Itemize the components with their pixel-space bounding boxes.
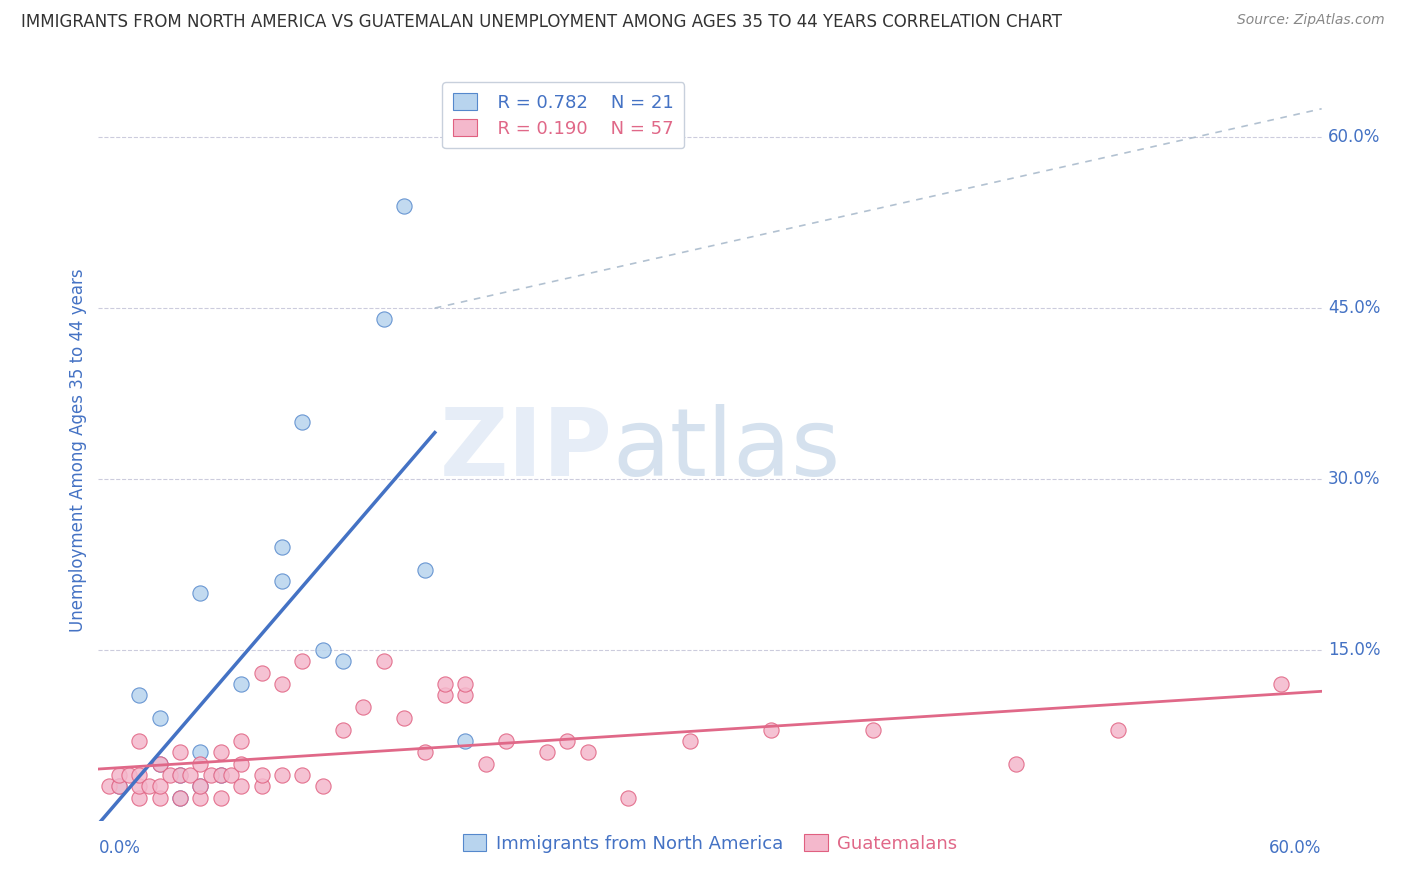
Point [291, 768, 314, 782]
Point [159, 768, 181, 782]
Point [97, 780, 120, 794]
Point [413, 745, 436, 759]
Point [149, 711, 172, 725]
Point [108, 780, 131, 794]
Text: 30.0%: 30.0% [1327, 470, 1381, 488]
Point [209, 790, 232, 805]
Point [1270, 677, 1292, 691]
Y-axis label: Unemployment Among Ages 35 to 44 years: Unemployment Among Ages 35 to 44 years [69, 268, 87, 632]
Point [128, 780, 150, 794]
Point [219, 768, 242, 782]
Text: 15.0%: 15.0% [1327, 640, 1381, 659]
Point [169, 768, 191, 782]
Text: Source: ZipAtlas.com: Source: ZipAtlas.com [1237, 13, 1385, 28]
Text: 60.0%: 60.0% [1327, 128, 1381, 146]
Point [617, 790, 640, 805]
Point [149, 780, 172, 794]
Point [188, 790, 212, 805]
Point [149, 756, 172, 771]
Point [250, 768, 273, 782]
Point [454, 689, 477, 703]
Point [291, 415, 314, 429]
Point [291, 654, 314, 668]
Point [761, 723, 783, 737]
Point [454, 734, 477, 748]
Point [138, 780, 160, 794]
Point [149, 790, 172, 805]
Point [209, 745, 232, 759]
Point [169, 790, 191, 805]
Point [373, 312, 395, 326]
Point [413, 563, 436, 577]
Point [169, 768, 191, 782]
Point [250, 665, 273, 680]
Point [188, 780, 212, 794]
Point [1107, 723, 1129, 737]
Point [373, 654, 395, 668]
Text: IMMIGRANTS FROM NORTH AMERICA VS GUATEMALAN UNEMPLOYMENT AMONG AGES 35 TO 44 YEA: IMMIGRANTS FROM NORTH AMERICA VS GUATEMA… [21, 13, 1062, 31]
Point [352, 699, 374, 714]
Point [128, 689, 150, 703]
Point [392, 198, 416, 212]
Point [231, 780, 253, 794]
Point [270, 768, 294, 782]
Text: ZIP: ZIP [439, 404, 612, 497]
Point [209, 768, 232, 782]
Point [128, 768, 150, 782]
Point [312, 780, 335, 794]
Text: 45.0%: 45.0% [1327, 299, 1381, 317]
Point [536, 745, 558, 759]
Point [1004, 756, 1026, 771]
Point [679, 734, 702, 748]
Point [179, 768, 201, 782]
Point [270, 677, 294, 691]
Point [108, 780, 131, 794]
Point [332, 654, 354, 668]
Point [169, 745, 191, 759]
Point [392, 711, 416, 725]
Point [231, 677, 253, 691]
Point [128, 734, 150, 748]
Point [188, 745, 212, 759]
Point [118, 768, 141, 782]
Point [128, 790, 150, 805]
Point [149, 756, 172, 771]
Point [576, 745, 599, 759]
Point [188, 756, 212, 771]
Point [332, 723, 354, 737]
Point [474, 756, 498, 771]
Point [188, 780, 212, 794]
Text: atlas: atlas [612, 404, 841, 497]
Point [434, 677, 457, 691]
Point [108, 768, 131, 782]
Point [270, 541, 294, 555]
Text: 60.0%: 60.0% [1270, 839, 1322, 857]
Point [169, 790, 191, 805]
Point [250, 780, 273, 794]
Point [495, 734, 517, 748]
Point [188, 586, 212, 600]
Point [200, 768, 222, 782]
Point [454, 677, 477, 691]
Point [434, 689, 457, 703]
Legend: Immigrants from North America, Guatemalans: Immigrants from North America, Guatemala… [456, 827, 965, 860]
Point [209, 768, 232, 782]
Point [862, 723, 884, 737]
Point [231, 734, 253, 748]
Point [312, 642, 335, 657]
Point [555, 734, 579, 748]
Point [576, 130, 599, 145]
Text: 0.0%: 0.0% [98, 839, 141, 857]
Point [270, 574, 294, 589]
Point [231, 756, 253, 771]
